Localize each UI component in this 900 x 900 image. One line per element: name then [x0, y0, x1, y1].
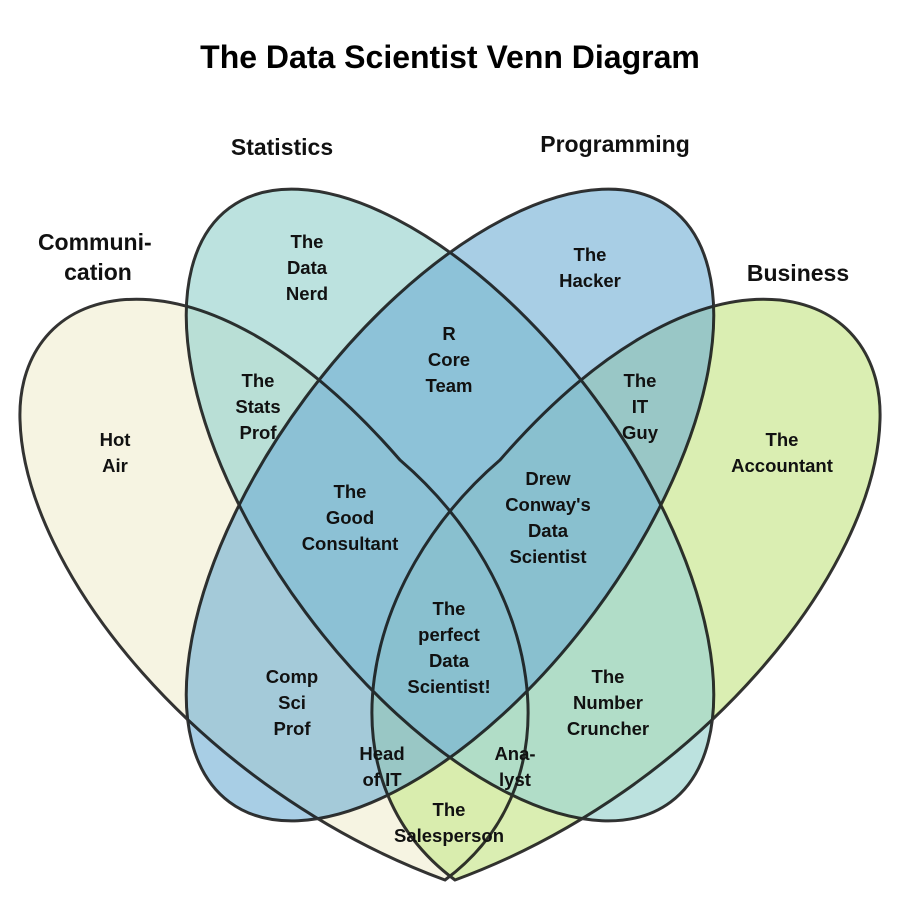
region-label-it-guy: The IT Guy — [622, 370, 659, 443]
region-label-line: of IT — [362, 769, 402, 790]
region-label-good-consultant: The Good Consultant — [302, 481, 399, 554]
region-label-line: Hacker — [559, 270, 621, 291]
region-label-line: Good — [326, 507, 374, 528]
region-label-line: Scientist! — [407, 676, 490, 697]
region-label-line: Team — [426, 375, 473, 396]
region-label-line: Stats — [235, 396, 280, 417]
set-label-line: Communi- — [38, 229, 152, 255]
region-label-line: IT — [632, 396, 649, 417]
region-label-line: Drew — [525, 468, 571, 489]
region-label-line: lyst — [499, 769, 531, 790]
region-label-hot-air: Hot Air — [100, 429, 131, 476]
region-label-number-cruncher: The Number Cruncher — [567, 666, 649, 739]
programming-set-outline — [184, 187, 716, 823]
region-label-r-core-team: R Core Team — [426, 323, 473, 396]
statistics-set-outline — [184, 187, 716, 823]
set-label-line: cation — [64, 259, 132, 285]
set-label-line: Business — [747, 260, 849, 286]
region-label-line: Hot — [100, 429, 131, 450]
region-label-line: The — [624, 370, 657, 391]
region-label-line: Data — [528, 520, 569, 541]
region-label-line: Head — [359, 743, 404, 764]
region-labels: The Data Nerd The Hacker R Core Team The Stats Pro… — [100, 231, 833, 846]
region-label-line: Data — [287, 257, 328, 278]
set-label-line: Programming — [540, 131, 690, 157]
region-label-perfect-data-scientist: The perfect Data Scientist! — [407, 598, 490, 697]
region-label-line: R — [442, 323, 455, 344]
region-label-line: The — [766, 429, 799, 450]
region-label-salesperson: The Salesperson — [394, 799, 504, 846]
region-label-line: Core — [428, 349, 470, 370]
region-label-head-of-it: Head of IT — [359, 743, 404, 790]
region-label-line: Conway's — [505, 494, 591, 515]
region-label-line: perfect — [418, 624, 480, 645]
region-label-line: The — [433, 799, 466, 820]
set-label-line: Statistics — [231, 134, 333, 160]
region-label-line: Consultant — [302, 533, 399, 554]
region-label-line: Guy — [622, 422, 659, 443]
region-label-line: Air — [102, 455, 128, 476]
region-label-line: Accountant — [731, 455, 833, 476]
region-label-data-nerd: The Data Nerd — [286, 231, 328, 304]
region-label-line: Salesperson — [394, 825, 504, 846]
communication-set-outline — [18, 297, 530, 882]
region-label-line: Data — [429, 650, 470, 671]
business-set-outline — [370, 297, 882, 882]
set-label-business: Business — [747, 260, 849, 286]
region-label-analyst: Ana-lyst — [494, 743, 535, 790]
region-label-line: Prof — [274, 718, 312, 739]
region-label-line: Number — [573, 692, 643, 713]
region-label-line: Sci — [278, 692, 306, 713]
region-label-line: The — [574, 244, 607, 265]
region-label-line: The — [242, 370, 275, 391]
region-label-line: Nerd — [286, 283, 328, 304]
region-label-line: Cruncher — [567, 718, 649, 739]
region-label-stats-prof: The Stats Prof — [235, 370, 280, 443]
region-label-line: Scientist — [509, 546, 586, 567]
diagram-title: The Data Scientist Venn Diagram — [200, 39, 700, 75]
region-label-line: The — [433, 598, 466, 619]
region-label-accountant: The Accountant — [731, 429, 833, 476]
region-label-line: The — [291, 231, 324, 252]
region-label-line: Prof — [240, 422, 278, 443]
region-label-comp-sci-prof: Comp Sci Prof — [266, 666, 318, 739]
set-label-programming: Programming — [540, 131, 690, 157]
region-label-line: The — [334, 481, 367, 502]
set-label-communication: Communi- cation — [38, 229, 158, 285]
region-label-line: The — [592, 666, 625, 687]
region-label-line: Ana- — [494, 743, 535, 764]
region-label-hacker: The Hacker — [559, 244, 621, 291]
region-label-drew-conway-data-scientist: Drew Conway's Data Scientist — [505, 468, 591, 567]
set-label-statistics: Statistics — [231, 134, 333, 160]
programming-set-shape — [186, 189, 714, 821]
region-label-line: Comp — [266, 666, 318, 687]
